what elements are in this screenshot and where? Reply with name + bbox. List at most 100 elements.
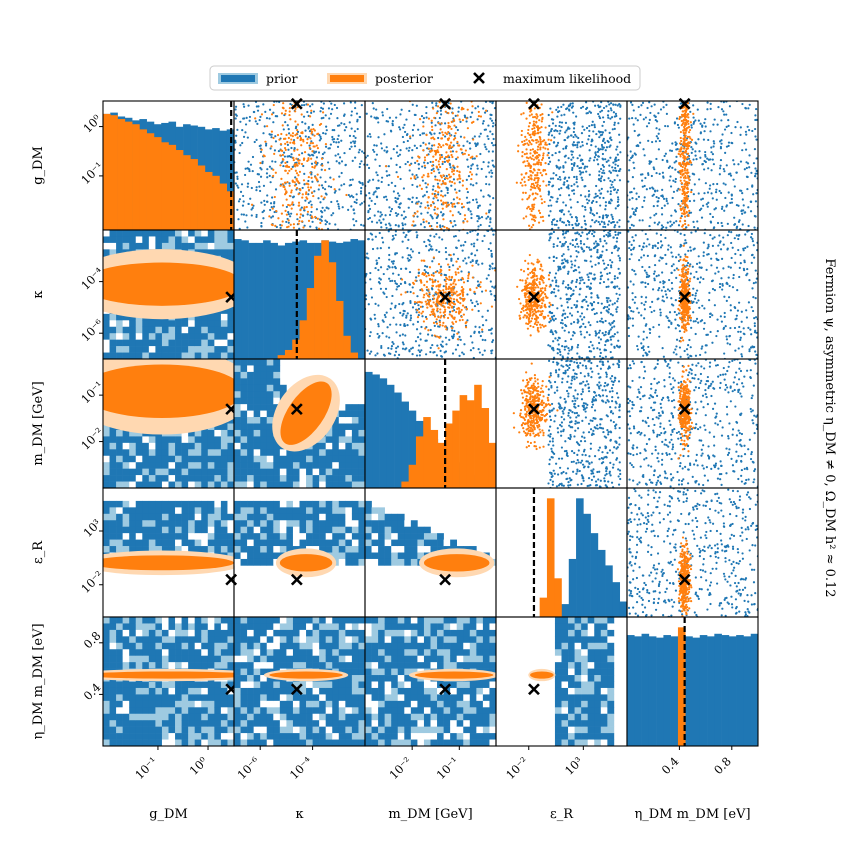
- prior-sample: [292, 196, 294, 198]
- posterior-sample: [446, 168, 448, 170]
- prior-sample: [567, 186, 569, 188]
- posterior-sample: [416, 301, 418, 303]
- posterior-sample: [445, 111, 447, 113]
- prior-sample: [573, 176, 575, 178]
- prior-sample: [478, 310, 480, 312]
- prior-sample: [639, 142, 641, 144]
- prior-sample: [562, 233, 564, 235]
- posterior-sample: [537, 140, 539, 142]
- prior-cell: [155, 320, 162, 327]
- posterior-sample: [690, 81, 692, 83]
- prior-sample: [427, 272, 429, 274]
- prior-sample: [376, 154, 378, 156]
- posterior-sample: [414, 213, 416, 215]
- prior-sample: [710, 146, 712, 148]
- prior-sample: [416, 186, 418, 188]
- prior-sample: [260, 225, 262, 227]
- prior-sample: [463, 343, 465, 345]
- prior-sample: [588, 159, 590, 161]
- prior-sample: [604, 158, 606, 160]
- posterior-sample: [451, 306, 453, 308]
- prior-sample: [630, 150, 632, 152]
- prior-sample: [589, 174, 591, 176]
- prior-sample: [412, 250, 414, 252]
- prior-sample: [378, 281, 380, 283]
- posterior-sample: [521, 155, 523, 157]
- prior-sample: [275, 140, 277, 142]
- prior-sample: [453, 178, 455, 180]
- prior-sample: [552, 304, 554, 306]
- prior-sample: [567, 306, 569, 308]
- prior-sample: [242, 103, 244, 105]
- prior-sample: [389, 353, 391, 355]
- prior-sample: [432, 272, 434, 274]
- posterior-sample: [293, 150, 295, 152]
- prior-sample: [476, 239, 478, 241]
- prior-sample: [424, 182, 426, 184]
- prior-sample: [712, 153, 714, 155]
- posterior-sample: [254, 117, 256, 119]
- prior-sample: [350, 114, 352, 116]
- prior-sample: [754, 119, 756, 121]
- posterior-sample: [435, 194, 437, 196]
- prior-sample: [661, 213, 663, 215]
- prior-sample: [697, 109, 699, 111]
- prior-sample: [707, 206, 709, 208]
- prior-sample: [704, 151, 706, 153]
- prior-sample: [643, 118, 645, 120]
- posterior-sample: [680, 137, 682, 139]
- prior-sample: [579, 173, 581, 175]
- posterior-sample: [529, 134, 531, 136]
- prior-sample: [720, 139, 722, 141]
- prior-sample: [407, 231, 409, 233]
- posterior-sample: [299, 216, 301, 218]
- prior-sample: [694, 150, 696, 152]
- posterior-sample: [293, 223, 295, 225]
- prior-sample: [274, 149, 276, 151]
- prior-sample: [602, 116, 604, 118]
- posterior-sample: [530, 51, 532, 53]
- posterior-hist-bar: [307, 288, 315, 359]
- posterior-sample: [424, 159, 426, 161]
- prior-sample: [609, 180, 611, 182]
- posterior-sample: [291, 201, 293, 203]
- prior-sample: [713, 140, 715, 142]
- prior-sample: [288, 182, 290, 184]
- posterior-sample: [272, 208, 274, 210]
- posterior-sample: [681, 170, 683, 172]
- prior-sample: [553, 319, 555, 321]
- prior-sample: [586, 198, 588, 200]
- prior-sample: [550, 178, 552, 180]
- posterior-sample: [436, 179, 438, 181]
- prior-sample: [646, 107, 648, 109]
- posterior-sample: [686, 145, 688, 147]
- prior-sample: [470, 243, 472, 245]
- prior-sample: [737, 163, 739, 165]
- prior-sample: [321, 216, 323, 218]
- prior-sample: [634, 130, 636, 132]
- prior-sample: [245, 214, 247, 216]
- prior-sample: [330, 201, 332, 203]
- posterior-sample: [454, 137, 456, 139]
- posterior-sample: [317, 218, 319, 220]
- prior-sample: [470, 335, 472, 337]
- prior-sample: [671, 167, 673, 169]
- posterior-sample: [448, 286, 450, 288]
- prior-sample: [449, 311, 451, 313]
- prior-sample: [571, 216, 573, 218]
- prior-sample: [417, 336, 419, 338]
- prior-sample: [255, 189, 257, 191]
- posterior-sample: [537, 239, 539, 241]
- prior-cell: [155, 333, 162, 340]
- prior-sample: [601, 303, 603, 305]
- prior-sample: [725, 183, 727, 185]
- prior-sample: [482, 339, 484, 341]
- posterior-sample: [525, 165, 527, 167]
- prior-sample: [548, 239, 550, 241]
- posterior-sample: [285, 170, 287, 172]
- prior-sample: [596, 212, 598, 214]
- prior-sample: [289, 215, 291, 217]
- prior-cell: [136, 346, 143, 353]
- posterior-sample: [535, 156, 537, 158]
- prior-sample: [727, 119, 729, 121]
